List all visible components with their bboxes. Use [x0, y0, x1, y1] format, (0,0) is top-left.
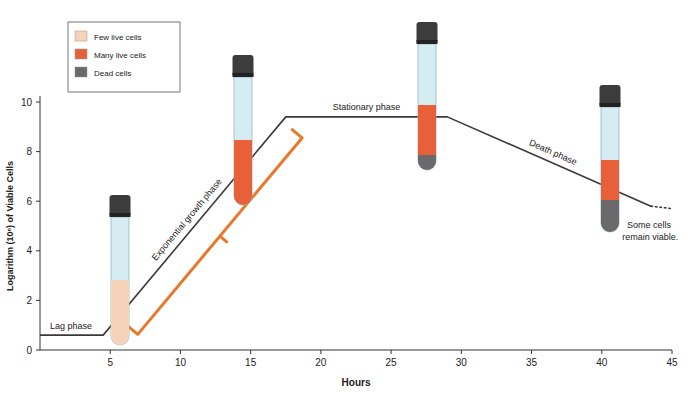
tube-content [234, 140, 252, 205]
tube-cap [600, 85, 621, 107]
x-tick-label: 15 [245, 357, 257, 368]
y-tick [36, 300, 40, 301]
x-tick [320, 350, 321, 354]
annotation: Lag phase [50, 321, 92, 331]
x-tick-label: 10 [175, 357, 187, 368]
y-tick [36, 102, 40, 103]
y-tick [36, 151, 40, 152]
y-tick-label: 2 [26, 295, 32, 306]
x-tick [250, 350, 251, 354]
tube-glass [601, 107, 619, 232]
tube-content [601, 200, 619, 232]
test-tube [600, 85, 621, 232]
legend-label: Many live cells [94, 51, 146, 60]
y-tick [36, 201, 40, 202]
annotation: Exponential growth phase [150, 177, 224, 263]
annotation: Death phase [528, 138, 579, 168]
x-tick [391, 350, 392, 354]
tube-cap-rim [417, 40, 438, 44]
legend-label: Dead cells [94, 69, 131, 78]
y-tick [36, 250, 40, 251]
test-tube [233, 55, 254, 205]
y-tick-label: 6 [26, 196, 32, 207]
series-line [651, 206, 672, 208]
x-tick [672, 350, 673, 354]
legend: Few live cells Many live cells Dead cells [68, 22, 180, 92]
tube-content [418, 105, 436, 155]
legend-box [68, 22, 180, 92]
y-tick [36, 350, 40, 351]
y-tick-label: 0 [26, 345, 32, 356]
x-tick [461, 350, 462, 354]
y-axis [40, 96, 41, 350]
legend-label: Few live cells [94, 33, 142, 42]
chart: 0 2 4 6 8 10 5 10 15 20 25 30 35 40 45 Hours Logarithm (… [0, 0, 688, 398]
y-tick-label: 10 [21, 97, 33, 108]
tube-content [111, 280, 129, 345]
tube-content [418, 155, 436, 170]
x-tick-label: 5 [107, 357, 113, 368]
x-axis [40, 350, 672, 351]
x-tick-label: 45 [666, 357, 678, 368]
x-tick [601, 350, 602, 354]
tube-glass [111, 217, 129, 345]
annotation: Stationary phase [333, 102, 401, 112]
legend-swatch [75, 67, 87, 77]
x-tick-label: 30 [456, 357, 468, 368]
tube-cap [233, 55, 254, 77]
tube-glass [418, 44, 436, 170]
annotation: Some cells remain viable. [620, 220, 679, 242]
series-line [40, 117, 651, 335]
tube-content [601, 160, 619, 200]
x-tick [180, 350, 181, 354]
tube-cap-rim [600, 103, 621, 107]
x-tick-label: 40 [596, 357, 608, 368]
y-tick-label: 4 [26, 245, 32, 256]
test-tube [110, 195, 131, 345]
tube-cap [110, 195, 131, 217]
legend-swatch [75, 31, 87, 41]
tube-cap-rim [233, 73, 254, 77]
bracket [127, 129, 302, 334]
test-tube [417, 22, 438, 170]
x-axis-label: Hours [342, 377, 371, 388]
legend-swatch [75, 49, 87, 59]
tube-cap [417, 22, 438, 44]
tube-cap-rim [110, 213, 131, 217]
y-tick-label: 8 [26, 146, 32, 157]
plot-area [40, 117, 672, 335]
y-axis-label: Logarithm (10ⁿ) of Viable Cells [5, 161, 15, 291]
x-tick [110, 350, 111, 354]
x-tick-label: 25 [386, 357, 398, 368]
tube-glass [234, 77, 252, 205]
x-tick-label: 35 [526, 357, 538, 368]
x-tick-label: 20 [315, 357, 327, 368]
x-tick [531, 350, 532, 354]
